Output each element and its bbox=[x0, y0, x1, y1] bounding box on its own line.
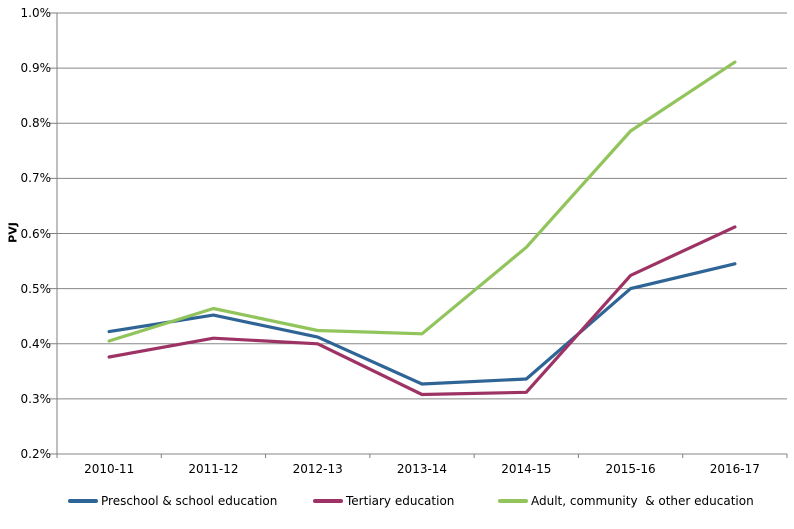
x-tick-label: 2016-17 bbox=[709, 462, 760, 476]
y-tick-label: 0.9% bbox=[20, 61, 52, 76]
y-tick-label: 0.3% bbox=[20, 391, 52, 406]
legend-line-swatch bbox=[68, 499, 98, 503]
legend-item-tertiary-education: Tertiary education bbox=[313, 492, 454, 510]
y-tick-label: 1.0% bbox=[20, 6, 52, 20]
legend-item-label: Preschool & school education bbox=[101, 494, 278, 508]
series-line-0 bbox=[107, 262, 737, 386]
x-tick-label: 2011-12 bbox=[188, 462, 239, 476]
y-tick-label: 0.7% bbox=[20, 171, 52, 186]
legend-line-swatch bbox=[313, 499, 343, 503]
series-line-1 bbox=[107, 225, 737, 397]
y-tick-label: 0.6% bbox=[20, 226, 52, 241]
y-tick-label: 0.5% bbox=[20, 281, 52, 296]
x-tick-label: 2010-11 bbox=[84, 462, 135, 476]
series-line-2 bbox=[107, 60, 737, 343]
x-tick-label: 2013-14 bbox=[396, 462, 448, 476]
x-tick-label: 2014-15 bbox=[501, 462, 552, 476]
y-tick-label: 0.4% bbox=[20, 336, 52, 351]
legend-item-label: Adult, community & other education bbox=[531, 494, 754, 508]
legend-line-swatch bbox=[498, 499, 528, 503]
y-tick-label: 0.2% bbox=[20, 447, 52, 461]
legend-item-adult-community-other-education: Adult, community & other education bbox=[498, 492, 754, 510]
x-tick-label: 2012-13 bbox=[292, 462, 343, 476]
x-tick-label: 2015-16 bbox=[605, 462, 656, 476]
legend-item-preschool-school-education: Preschool & school education bbox=[68, 492, 277, 510]
legend-item-label: Tertiary education bbox=[346, 494, 455, 508]
y-tick-label: 0.8% bbox=[20, 116, 52, 131]
